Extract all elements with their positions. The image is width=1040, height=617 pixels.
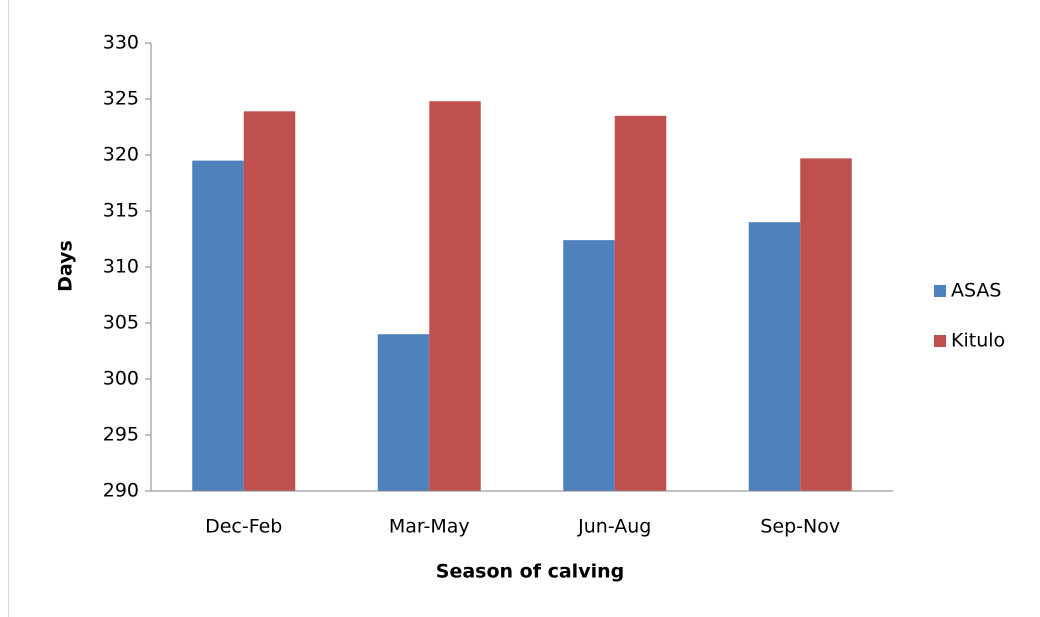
bar — [614, 115, 667, 492]
bar — [800, 158, 852, 492]
bar — [243, 111, 296, 491]
x-tick-label: Sep-Nov — [760, 516, 840, 538]
x-tick-label: Dec-Feb — [205, 516, 282, 538]
bar — [192, 160, 244, 491]
y-tick-label: 295 — [103, 424, 139, 446]
y-axis-title: Days — [55, 240, 77, 292]
y-tick-label: 330 — [103, 32, 139, 54]
bar — [429, 101, 481, 492]
y-tick-label: 290 — [103, 480, 139, 502]
legend-swatch — [934, 335, 946, 347]
y-tick-label: 325 — [103, 88, 139, 110]
y-tick-label: 305 — [103, 312, 139, 334]
bar — [377, 334, 430, 491]
y-tick-label: 315 — [103, 200, 139, 222]
x-axis-title: Season of calving — [436, 561, 624, 583]
bar — [563, 240, 615, 491]
bar — [748, 222, 801, 491]
legend-label: Kitulo — [951, 330, 1005, 352]
x-tick-label: Mar-May — [389, 516, 470, 538]
x-tick-label: Jun-Aug — [577, 516, 651, 538]
y-tick-label: 310 — [103, 256, 139, 278]
legend-swatch — [934, 285, 946, 297]
y-tick-label: 320 — [103, 144, 139, 166]
y-tick-label: 300 — [103, 368, 139, 390]
legend-label: ASAS — [951, 280, 1001, 302]
